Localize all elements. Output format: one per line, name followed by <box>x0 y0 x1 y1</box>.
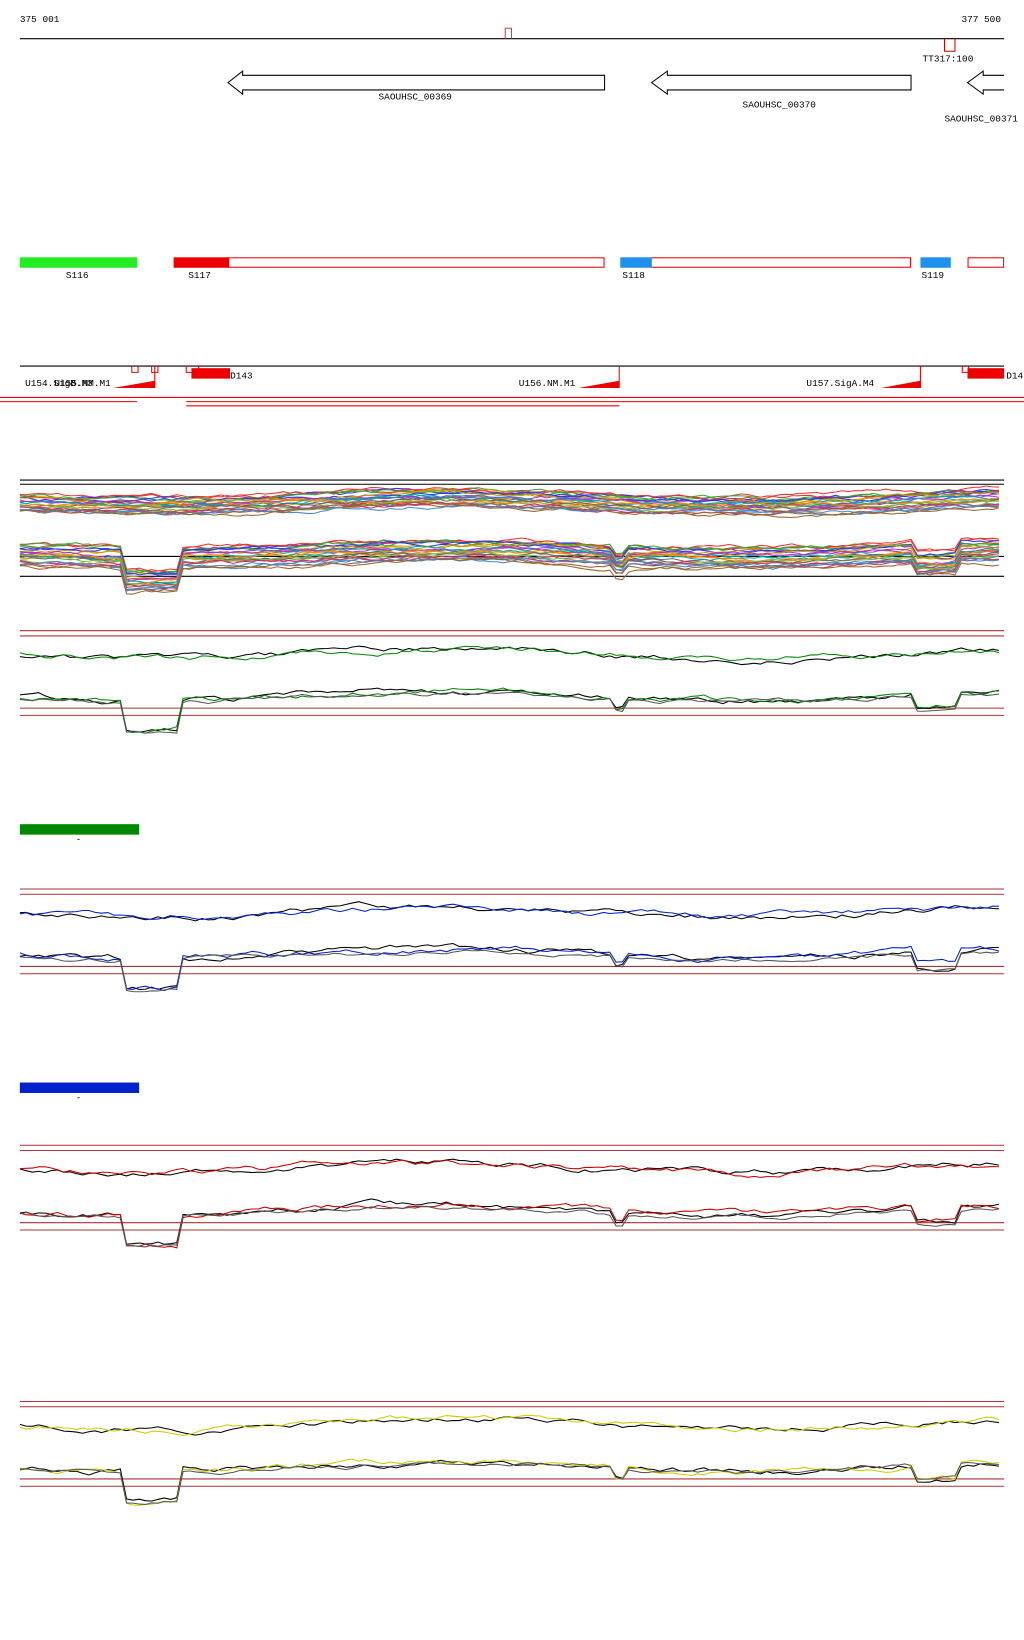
trace <box>19 1206 999 1248</box>
features: U154.SigB.M3 U155.NM.M1 D143 U156.NM.M1 … <box>0 365 1024 407</box>
feature-label: D143 <box>230 371 253 382</box>
ruler: 375 001 377 500 TT317:100 <box>20 14 1005 65</box>
segment-label: S117 <box>188 270 211 281</box>
gene-label: SAOUHSC_00371 <box>945 113 1019 124</box>
trace <box>19 945 1000 992</box>
ruler-start: 375 001 <box>20 14 60 25</box>
trace <box>19 687 999 733</box>
legend-label: - <box>76 1092 82 1103</box>
feature-label: U156.NM.M1 <box>519 378 576 389</box>
segment <box>173 257 230 268</box>
trace <box>19 539 999 576</box>
feature-lines <box>0 396 1024 407</box>
trace <box>19 500 1000 517</box>
segment-outline <box>650 257 912 268</box>
feature-label: U157.SigA.M4 <box>806 378 874 389</box>
expression-traces <box>19 479 1005 1506</box>
trace <box>19 502 999 516</box>
trace <box>19 539 999 575</box>
feature-label: D14 <box>1006 371 1023 382</box>
feature-label: U155.NM.M1 <box>54 378 111 389</box>
ruler-end: 377 500 <box>961 14 1001 25</box>
trace <box>19 1461 999 1505</box>
trace <box>19 497 999 509</box>
trace <box>19 551 999 587</box>
segment-label: S119 <box>921 270 944 281</box>
legend-bar <box>19 1082 140 1093</box>
trace <box>19 497 999 511</box>
trace <box>19 549 1000 585</box>
segment <box>19 257 138 268</box>
trace <box>19 687 999 734</box>
feature-label: U154.SigB.M3 <box>25 378 93 389</box>
segment <box>920 257 951 268</box>
gene-arrow <box>650 70 912 96</box>
gene-label: SAOUHSC_00370 <box>743 100 817 111</box>
promoter-ticks <box>131 366 970 389</box>
trace <box>19 1159 999 1178</box>
feature-box <box>967 368 1005 379</box>
trace <box>19 903 999 920</box>
genes: SAOUHSC_00369 SAOUHSC_00370 SAOUHSC_0037… <box>227 70 1019 124</box>
segment-outline <box>228 257 605 268</box>
ruler-marker <box>504 27 512 39</box>
trace <box>19 1158 999 1177</box>
trace <box>19 555 999 592</box>
trace <box>19 645 1000 662</box>
legend-label: - <box>76 834 82 845</box>
gene-arrow <box>227 70 606 96</box>
segment-label: S118 <box>622 270 645 281</box>
feature-box <box>191 368 231 379</box>
legends: - - <box>19 824 140 1103</box>
trace <box>19 1459 999 1502</box>
promoter-wedges <box>112 380 921 389</box>
trace <box>19 949 999 993</box>
legend-bar <box>19 824 140 835</box>
segment-outline <box>967 257 1005 268</box>
trace <box>19 1414 1000 1436</box>
trace <box>19 499 999 514</box>
segments: S116 S117 S118 S119 <box>19 257 1005 281</box>
trace <box>19 550 999 589</box>
trace <box>19 1458 999 1506</box>
trace <box>19 490 1000 504</box>
terminator-label: TT317:100 <box>923 54 974 65</box>
trace <box>19 546 999 581</box>
trace <box>19 556 999 595</box>
gene-label: SAOUHSC_00369 <box>379 91 452 102</box>
trace <box>19 1198 1000 1245</box>
trace <box>19 691 999 734</box>
segment-label: S116 <box>66 270 89 281</box>
trace <box>19 901 999 922</box>
gene-arrow <box>966 70 1005 96</box>
trace <box>19 537 999 573</box>
terminator-mark <box>943 38 956 52</box>
segment <box>620 257 652 268</box>
trace <box>19 488 999 507</box>
trace <box>19 645 999 666</box>
